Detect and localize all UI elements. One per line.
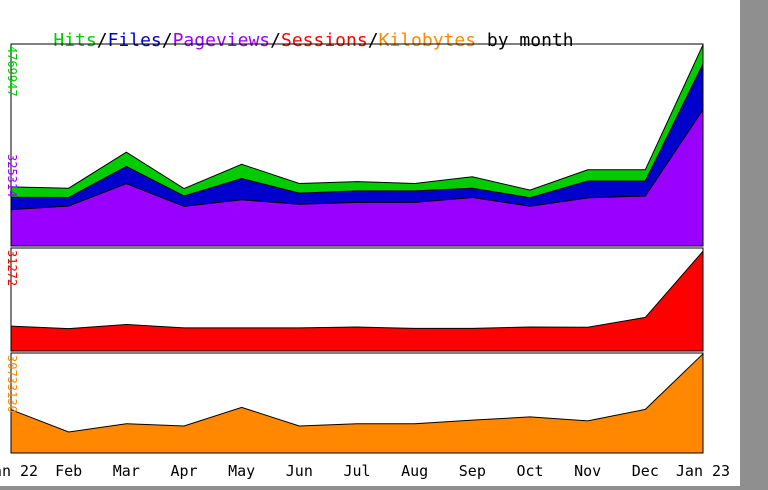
panel-3-border	[10, 352, 704, 454]
title-sessions: Sessions	[280, 30, 368, 51]
outline-files	[10, 63, 704, 199]
title-files: Files	[107, 30, 162, 51]
x-tick-label: Feb	[55, 462, 82, 480]
outline-pageviews	[10, 109, 704, 211]
panel-1-mid-label: 325314	[5, 154, 19, 197]
x-tick-label: Nov	[574, 462, 601, 480]
area-files	[11, 63, 703, 247]
title-separator: /	[96, 30, 108, 51]
x-tick-label: Aug	[401, 462, 428, 480]
outline-sessions	[10, 250, 704, 330]
panel-1-border	[10, 43, 704, 247]
panel-1-max-label: 4769947	[5, 46, 19, 97]
panel-2-border	[10, 247, 704, 352]
title-suffix: by month	[476, 30, 574, 51]
panel-3-max-label: 30733130	[5, 355, 19, 413]
outline-hits	[10, 44, 704, 191]
x-tick-label: Jun	[286, 462, 313, 480]
title-kilobytes: Kilobytes	[378, 30, 477, 51]
title-pageviews: Pageviews	[172, 30, 271, 51]
title-separator: /	[367, 30, 379, 51]
frame-shadow-right	[740, 0, 768, 490]
chart-title: Hits/Files/Pageviews/Sessions/Kilobytes …	[10, 9, 574, 72]
x-tick-label: Dec	[632, 462, 659, 480]
area-pageviews	[11, 109, 703, 246]
title-separator: /	[161, 30, 173, 51]
x-tick-label: May	[228, 462, 255, 480]
x-tick-label: Jan 23	[676, 462, 730, 480]
x-tick-label: Jan 22	[0, 462, 38, 480]
outline-kilobytes	[10, 353, 704, 433]
panel-2-max-label: 31272	[5, 250, 19, 286]
x-tick-label: Jul	[343, 462, 370, 480]
x-tick-label: Oct	[516, 462, 543, 480]
x-tick-label: Apr	[170, 462, 197, 480]
area-sessions	[11, 251, 703, 351]
area-kilobytes	[11, 353, 703, 453]
frame-shadow-bottom	[0, 486, 768, 490]
x-tick-label: Mar	[113, 462, 140, 480]
title-hits: Hits	[53, 30, 97, 51]
x-tick-label: Sep	[459, 462, 486, 480]
title-separator: /	[270, 30, 281, 51]
